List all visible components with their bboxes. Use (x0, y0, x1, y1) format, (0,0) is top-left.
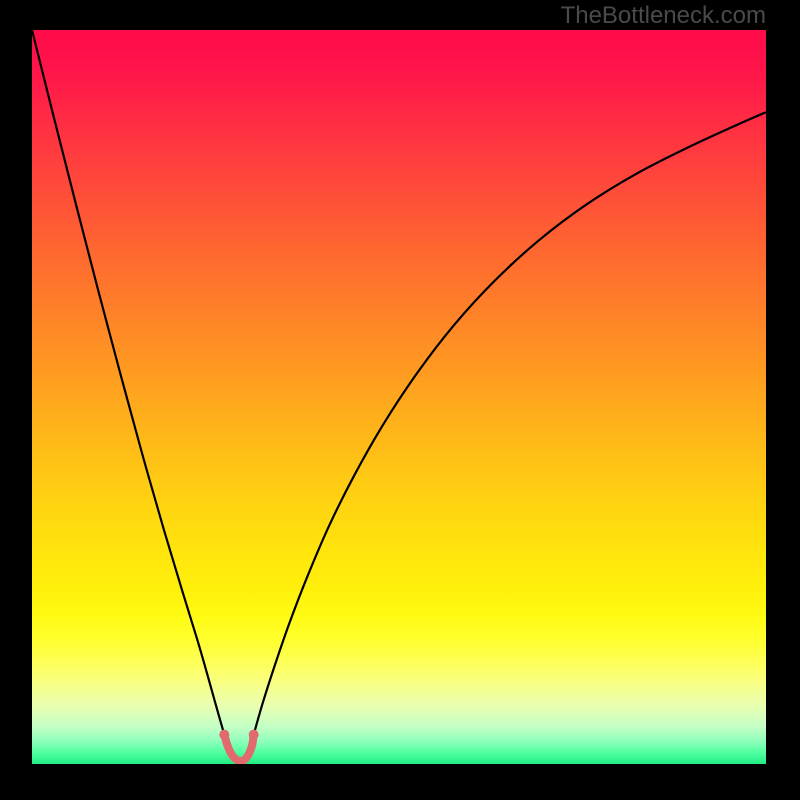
curves-layer (32, 30, 766, 764)
left-curve (32, 30, 224, 735)
marker-dot-0 (219, 730, 229, 740)
chart-container: TheBottleneck.com (0, 0, 800, 800)
plot-area (32, 30, 766, 764)
marker-dot-1 (249, 730, 259, 740)
watermark-text: TheBottleneck.com (561, 2, 766, 30)
right-curve (254, 112, 766, 734)
marker-u-path (224, 735, 253, 761)
